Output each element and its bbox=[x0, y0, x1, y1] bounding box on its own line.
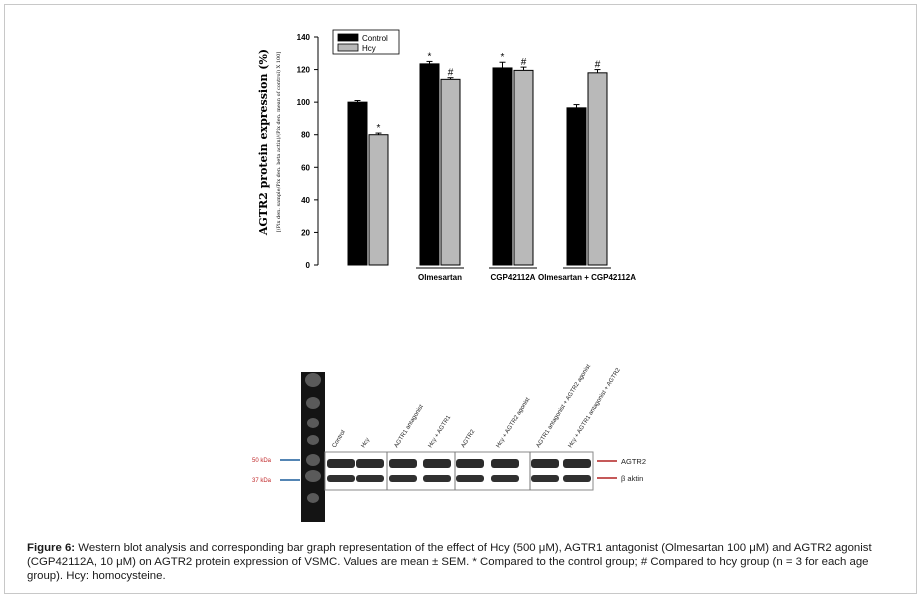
beta-actin-band bbox=[356, 475, 384, 482]
significance-marker: * bbox=[428, 51, 432, 62]
lane-label: Hcy + AGTR1 antagonist + AGTR2 bbox=[568, 367, 623, 449]
significance-marker: * bbox=[377, 123, 381, 134]
significance-marker: * bbox=[501, 52, 505, 63]
kda-label: 50 kDa bbox=[252, 458, 272, 464]
y-tick-label: 80 bbox=[301, 131, 310, 140]
band-label: AGTR2 bbox=[621, 457, 646, 466]
y-axis-title-group: AGTR2 protein expression (%) [(Pix den. s… bbox=[257, 49, 282, 236]
kda-label: 37 kDa bbox=[252, 478, 272, 484]
y-tick-label: 100 bbox=[297, 98, 311, 107]
beta-actin-band bbox=[531, 475, 559, 482]
lane-label: AGTR2 bbox=[461, 428, 477, 449]
significance-marker: # bbox=[521, 57, 527, 68]
figure-frame bbox=[4, 4, 917, 594]
y-tick-label: 140 bbox=[297, 33, 311, 42]
lane-label: Hcy bbox=[361, 437, 372, 449]
y-tick-label: 120 bbox=[297, 66, 311, 75]
blot-panel bbox=[324, 451, 594, 491]
y-axis-subtitle: [(Pix den. sample/Pix den. beta actin)/(… bbox=[275, 52, 282, 233]
caption-label: Figure 6: bbox=[27, 542, 76, 554]
y-tick-label: 40 bbox=[301, 196, 310, 205]
beta-actin-band bbox=[389, 475, 417, 482]
lane-label: Hcy + AGTR1 bbox=[428, 414, 453, 449]
western-blot: Control Hcy AGTR1 antagonist Hcy + AGTR1 AGT… bbox=[252, 363, 646, 522]
beta-actin-band bbox=[423, 475, 451, 482]
agtr2-band bbox=[531, 459, 559, 468]
lane-label: AGTR1 antagonist + AGTR2 agonist bbox=[536, 363, 593, 449]
ladder-band bbox=[307, 435, 319, 445]
significance-marker: # bbox=[448, 68, 454, 79]
beta-actin-band bbox=[563, 475, 591, 482]
ladder-band bbox=[305, 470, 321, 482]
ladder-band bbox=[305, 373, 321, 387]
bar-chart: 0 20 40 60 80 100 120 140 AGTR2 protein expressi… bbox=[257, 29, 636, 282]
beta-actin-band bbox=[327, 475, 355, 482]
beta-actin-band bbox=[491, 475, 519, 482]
legend-swatch-hcy bbox=[337, 43, 359, 52]
figure-caption: Figure 6: Western blot analysis and corr… bbox=[27, 541, 897, 583]
agtr2-band bbox=[327, 459, 355, 468]
y-tick-label: 0 bbox=[306, 261, 311, 270]
y-tick-label: 20 bbox=[301, 228, 310, 237]
lane-label: Hcy + AGTR2 agonist bbox=[496, 397, 532, 450]
y-tick-label: 60 bbox=[301, 163, 310, 172]
group-label: Olmesartan bbox=[418, 273, 462, 282]
lane-label: Control bbox=[332, 429, 347, 449]
significance-marker: # bbox=[595, 60, 601, 71]
agtr2-band bbox=[491, 459, 519, 468]
legend-swatch-control bbox=[337, 33, 359, 42]
y-axis-title: AGTR2 protein expression (%) bbox=[257, 49, 270, 236]
agtr2-band bbox=[563, 459, 591, 468]
lane-label: AGTR1 antagonist bbox=[394, 404, 425, 449]
legend-label-hcy: Hcy bbox=[362, 44, 376, 53]
ladder-band bbox=[307, 493, 319, 503]
agtr2-band bbox=[389, 459, 417, 468]
group-label: Olmesartan + CGP42112A bbox=[538, 273, 636, 282]
band-label: β aktin bbox=[621, 474, 643, 483]
ladder-band bbox=[306, 454, 320, 466]
agtr2-band bbox=[356, 459, 384, 468]
ladder-band bbox=[306, 397, 320, 409]
agtr2-band bbox=[456, 459, 484, 468]
ladder-band bbox=[307, 418, 319, 428]
legend-label-control: Control bbox=[362, 34, 388, 43]
agtr2-band bbox=[423, 459, 451, 468]
caption-text: Western blot analysis and corresponding … bbox=[27, 542, 872, 582]
group-label: CGP42112A bbox=[491, 273, 536, 282]
beta-actin-band bbox=[456, 475, 484, 482]
